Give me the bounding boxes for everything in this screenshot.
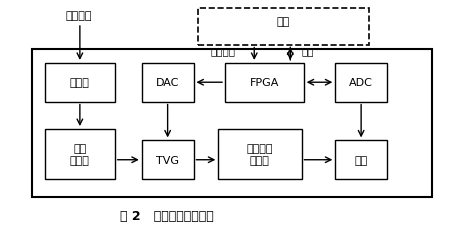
- Bar: [218, 129, 302, 179]
- Text: FPGA: FPGA: [250, 78, 279, 88]
- Text: 两阶带通
滤波器: 两阶带通 滤波器: [247, 144, 273, 165]
- Text: DAC: DAC: [156, 78, 179, 88]
- Text: 数据: 数据: [302, 46, 315, 56]
- Bar: [198, 9, 369, 45]
- Bar: [142, 141, 194, 179]
- Text: 图 2   子板硬件功能框图: 图 2 子板硬件功能框图: [120, 209, 213, 222]
- Bar: [225, 64, 304, 102]
- Text: 高通
滤波器: 高通 滤波器: [70, 144, 90, 165]
- Bar: [45, 129, 115, 179]
- Text: 主板: 主板: [277, 17, 290, 27]
- Bar: [335, 141, 387, 179]
- Bar: [45, 64, 115, 102]
- Text: 换能器: 换能器: [70, 78, 90, 88]
- Text: 声学信号: 声学信号: [66, 11, 92, 21]
- Text: 运放: 运放: [355, 155, 368, 165]
- Bar: [32, 50, 432, 197]
- Text: 控制信号: 控制信号: [210, 46, 235, 56]
- Text: ADC: ADC: [349, 78, 373, 88]
- Text: TVG: TVG: [156, 155, 179, 165]
- Bar: [142, 64, 194, 102]
- Bar: [335, 64, 387, 102]
